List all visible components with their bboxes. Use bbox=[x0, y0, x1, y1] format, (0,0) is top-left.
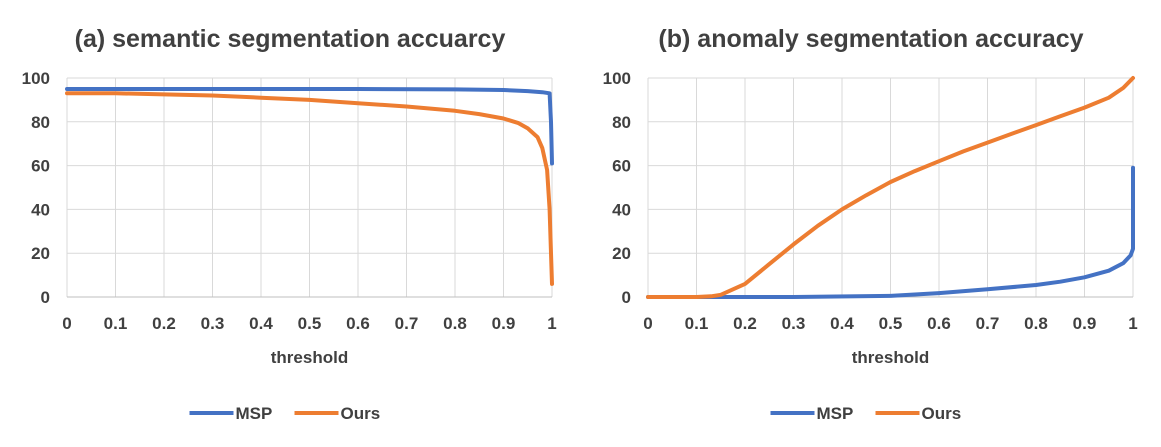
x-tick-label: 0.8 bbox=[443, 314, 467, 333]
x-tick-label: 0.3 bbox=[201, 314, 225, 333]
x-axis-label: threshold bbox=[271, 348, 348, 367]
y-tick-label: 0 bbox=[622, 288, 631, 307]
legend-label-ours: Ours bbox=[341, 404, 381, 423]
chart-title: (a) semantic segmentation accuarcy bbox=[75, 25, 506, 53]
x-tick-label: 0.7 bbox=[395, 314, 419, 333]
x-axis-label: threshold bbox=[852, 348, 929, 367]
x-tick-label: 0.3 bbox=[782, 314, 806, 333]
x-tick-label: 1 bbox=[547, 314, 556, 333]
x-tick-label: 0.6 bbox=[346, 314, 370, 333]
y-tick-label: 60 bbox=[31, 157, 50, 176]
x-tick-label: 0.2 bbox=[733, 314, 757, 333]
chart-semantic-segmentation: (a) semantic segmentation accuarcy 0 0.1 0.… bbox=[0, 0, 580, 447]
x-tick-label: 0.2 bbox=[152, 314, 176, 333]
legend-label-msp: MSP bbox=[817, 404, 854, 423]
y-tick-label: 100 bbox=[603, 69, 631, 88]
y-tick-label: 40 bbox=[612, 200, 631, 219]
x-tick-label: 0.7 bbox=[976, 314, 1000, 333]
x-tick-label: 0.5 bbox=[298, 314, 322, 333]
y-tick-label: 20 bbox=[31, 244, 50, 263]
x-tick-label: 0.4 bbox=[830, 314, 854, 333]
y-tick-label: 0 bbox=[41, 288, 50, 307]
x-tick-label: 0.4 bbox=[249, 314, 273, 333]
x-tick-label: 0 bbox=[62, 314, 71, 333]
x-tick-label: 0.5 bbox=[879, 314, 903, 333]
series-line-ours bbox=[65, 91, 554, 286]
y-tick-label: 40 bbox=[31, 200, 50, 219]
x-tick-label: 0.6 bbox=[927, 314, 951, 333]
series-line-msp bbox=[65, 87, 554, 166]
x-tick-label: 0.9 bbox=[1073, 314, 1097, 333]
series-line-ours bbox=[646, 76, 1135, 299]
y-tick-label: 80 bbox=[31, 113, 50, 132]
x-tick-label: 1 bbox=[1128, 314, 1137, 333]
chart-title: (b) anomaly segmentation accuracy bbox=[658, 25, 1083, 53]
series-line-msp bbox=[646, 165, 1135, 299]
x-tick-label: 0.1 bbox=[685, 314, 709, 333]
chart-anomaly-segmentation: (b) anomaly segmentation accuracy 0 0.1 0.2… bbox=[581, 0, 1161, 447]
y-tick-label: 100 bbox=[22, 69, 50, 88]
y-tick-label: 60 bbox=[612, 157, 631, 176]
y-tick-label: 20 bbox=[612, 244, 631, 263]
x-tick-label: 0.9 bbox=[492, 314, 516, 333]
chart-svg: (b) anomaly segmentation accuracy 0 0.1 0.2… bbox=[603, 25, 1138, 423]
legend-label-ours: Ours bbox=[922, 404, 962, 423]
legend-label-msp: MSP bbox=[236, 404, 273, 423]
x-tick-label: 0 bbox=[643, 314, 652, 333]
y-tick-label: 80 bbox=[612, 113, 631, 132]
chart-svg: (a) semantic segmentation accuarcy 0 0.1 0.… bbox=[22, 25, 557, 423]
x-tick-label: 0.8 bbox=[1024, 314, 1048, 333]
x-tick-label: 0.1 bbox=[104, 314, 128, 333]
